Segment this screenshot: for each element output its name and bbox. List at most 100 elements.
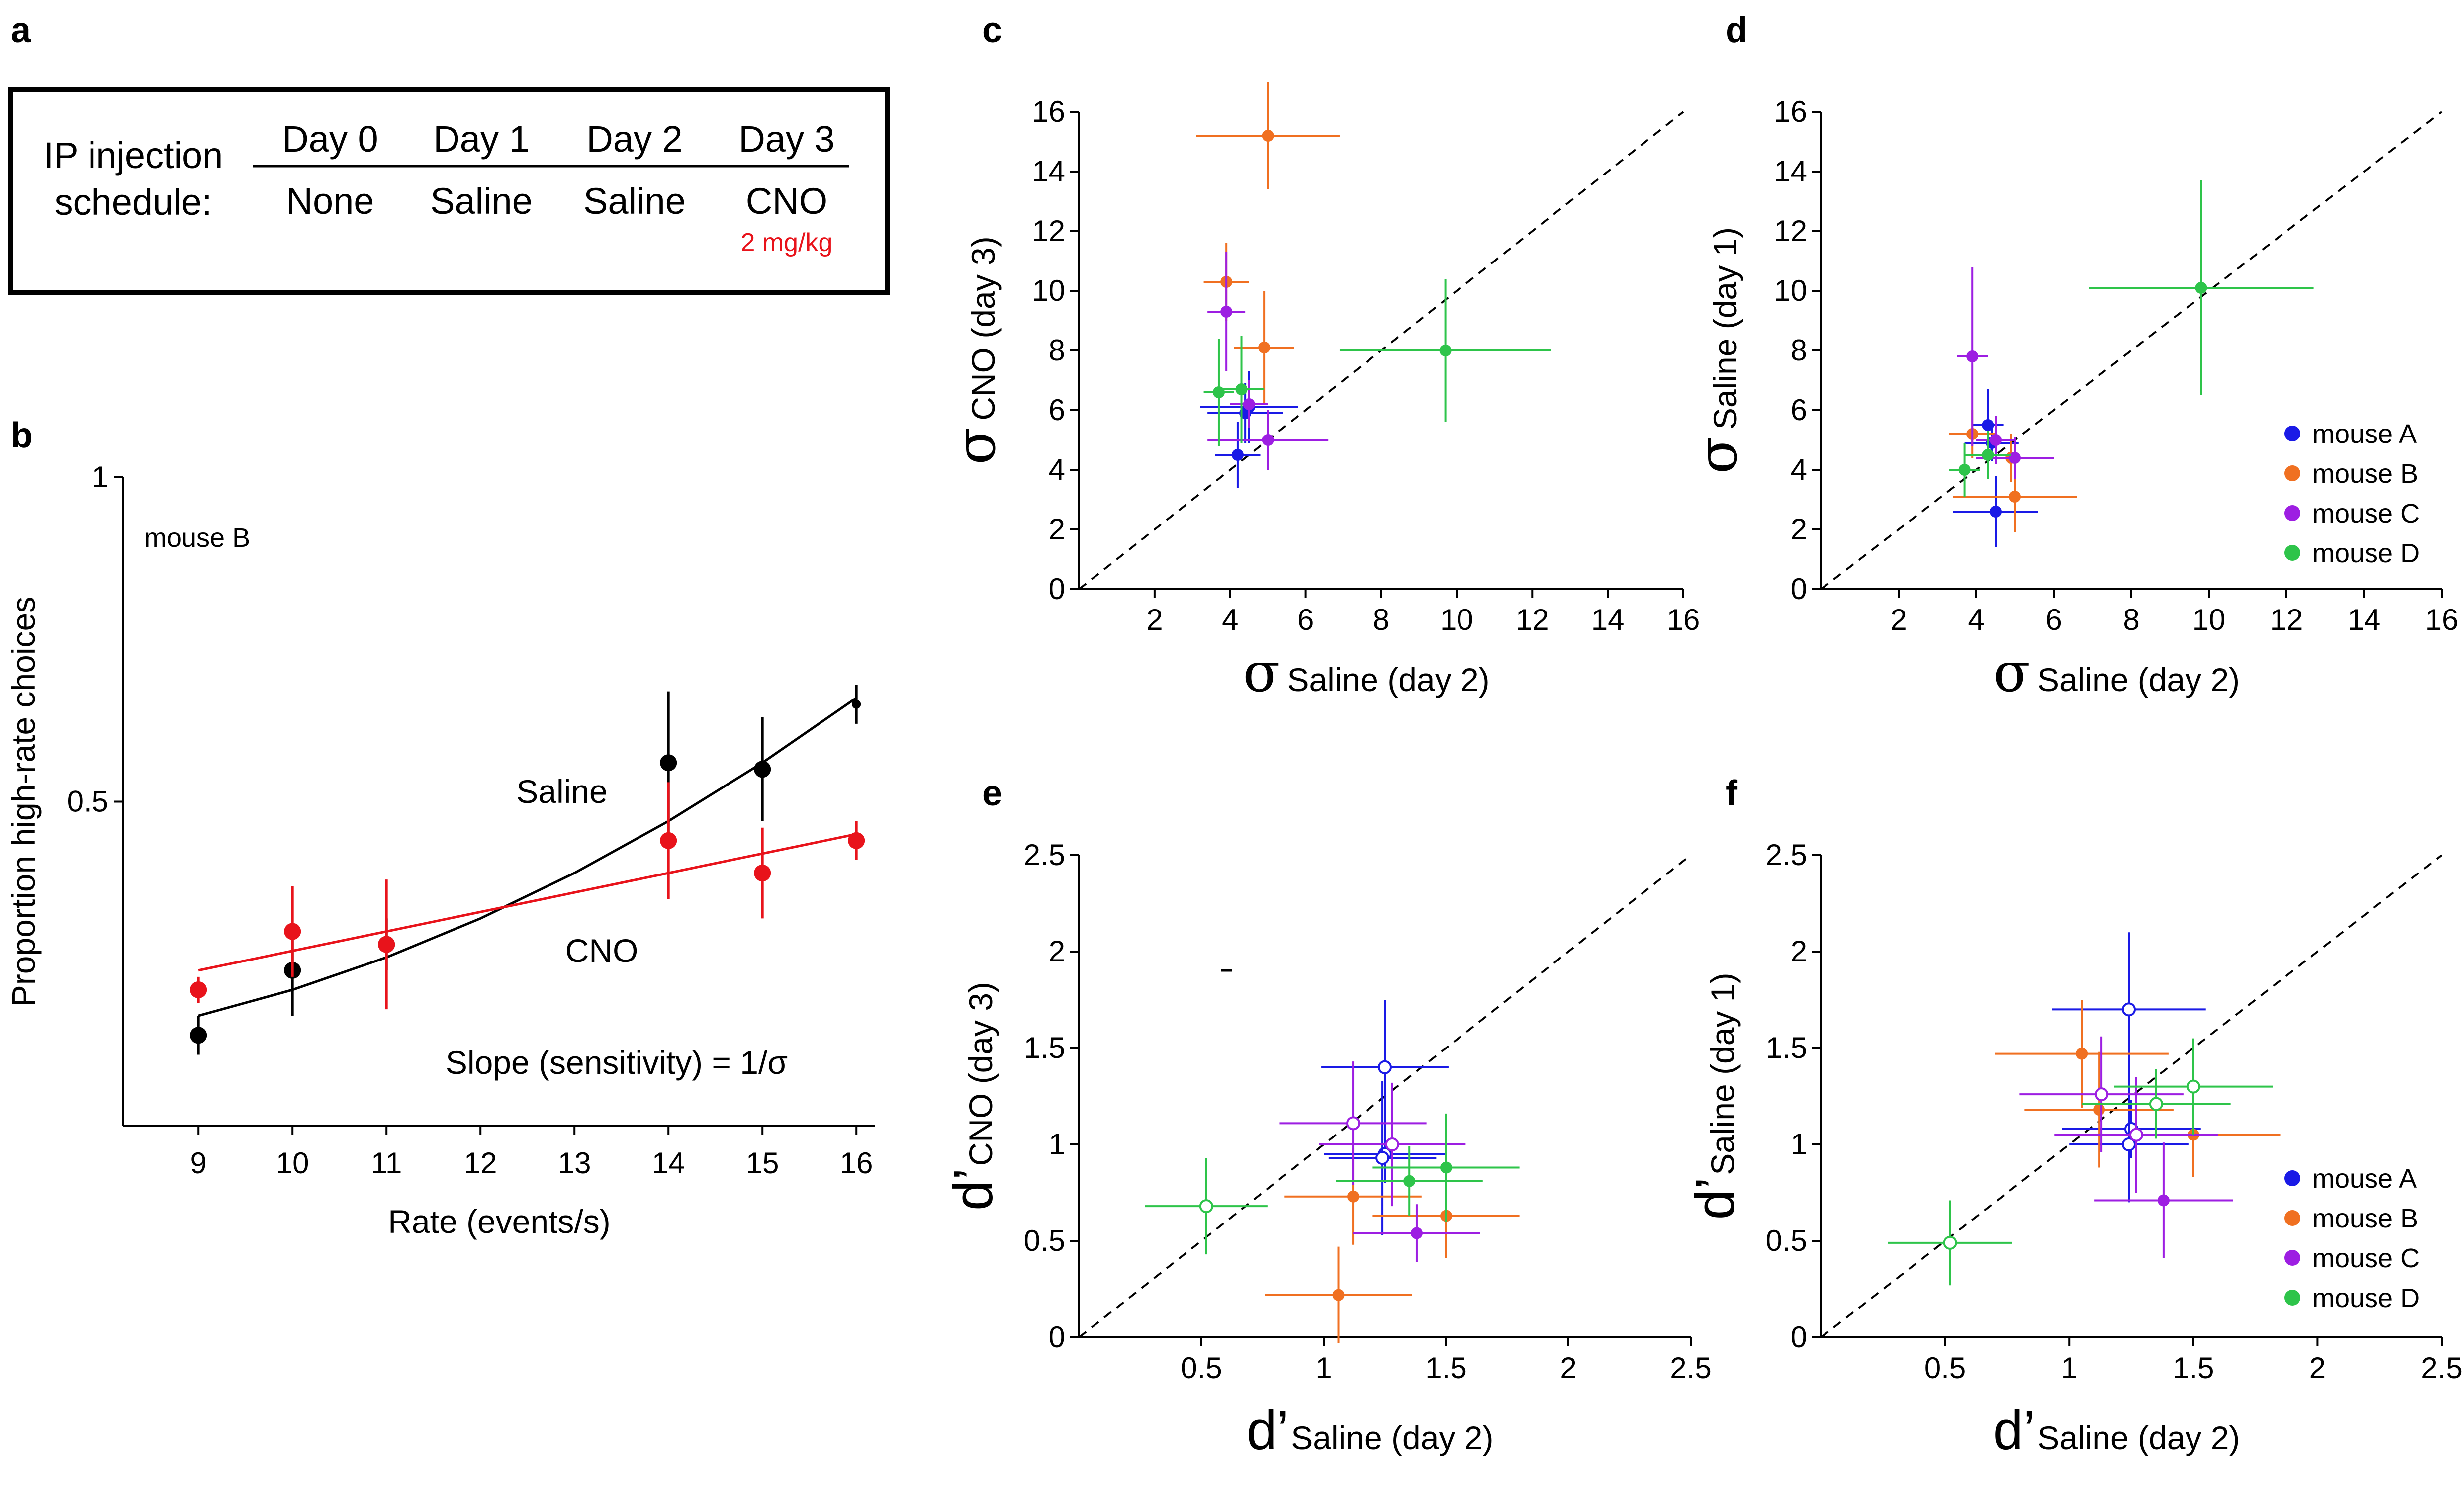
y-axis-title: σ Saline (day 1) — [1686, 227, 1749, 474]
cno-data-point — [848, 832, 865, 849]
cno-fit-line — [198, 833, 857, 972]
y-axis-title-symbol: σ — [944, 428, 1007, 465]
day1-treatment: Saline — [430, 180, 533, 222]
x-tick-label: 6 — [2045, 603, 2062, 636]
schedule-frame — [8, 87, 890, 295]
y-tick-label: 12 — [1774, 214, 1807, 248]
y-axis-title-symbol: σ — [1686, 437, 1749, 474]
x-axis-title: d’Saline (day 2) — [1247, 1400, 1494, 1461]
y-tick-label: 16 — [1032, 95, 1065, 128]
mouse-b-data-point — [1347, 1190, 1360, 1203]
mouse-a-data-point — [1990, 506, 2002, 518]
y-tick-label: 1.5 — [1024, 1031, 1065, 1064]
slope-annotation: Slope (sensitivity) = 1/σ — [446, 1044, 788, 1081]
y-tick-label: 0 — [1049, 1320, 1065, 1354]
x-tick-label: 2 — [1560, 1351, 1576, 1385]
legend-marker-mouse-d — [2284, 545, 2300, 561]
y-tick-label: 10 — [1774, 274, 1807, 307]
mouse-d-data-point — [1199, 1199, 1213, 1214]
panel-label-a: a — [11, 10, 31, 50]
mouse-a-data-point — [1378, 1060, 1392, 1074]
y-tick-label: 6 — [1049, 393, 1065, 427]
mouse-c-data-point — [2095, 1087, 2109, 1102]
legend-label-mouse-c: mouse C — [2312, 499, 2420, 528]
x-axis-title-text: Saline (day 2) — [2037, 1419, 2240, 1456]
panel-label-b: b — [11, 416, 33, 455]
legend-marker-mouse-b — [2284, 465, 2300, 481]
x-axis-title-symbol: d’ — [1247, 1400, 1289, 1461]
legend-label-mouse-c: mouse C — [2312, 1243, 2420, 1273]
x-axis-title: σ Saline (day 2) — [1243, 640, 1489, 704]
x-tick-label: 2 — [2309, 1351, 2326, 1385]
day0-treatment: None — [286, 180, 374, 222]
mouse-d-data-point — [2149, 1097, 2163, 1111]
mouse-b-data-point — [1332, 1289, 1345, 1301]
saline-data-point — [190, 1027, 207, 1044]
x-tick-label: 10 — [2192, 603, 2226, 636]
y-axis-title-text: CNO (day 3) — [962, 982, 999, 1166]
day2-treatment: Saline — [583, 180, 686, 222]
mouse-c-data-point — [2129, 1128, 2143, 1142]
mouse-d-data-point — [2195, 282, 2207, 294]
x-tick-label: 2.5 — [2421, 1351, 2462, 1385]
x-tick-label: 9 — [190, 1146, 207, 1180]
legend-label-mouse-b: mouse B — [2312, 1204, 2418, 1233]
y-tick-label: 2.5 — [1024, 838, 1065, 872]
y-tick-label: 1 — [1791, 1128, 1807, 1161]
cno-data-point — [284, 923, 301, 940]
mouse-c-data-point — [1410, 1227, 1423, 1239]
x-axis-title-symbol: σ — [1993, 640, 2030, 704]
x-tick-label: 0.5 — [1924, 1351, 1966, 1385]
mouse-b-data-point — [1258, 342, 1271, 353]
y-tick-label: 2 — [1791, 513, 1807, 546]
panel-label-f: f — [1726, 774, 1738, 813]
mouse-annotation: mouse B — [144, 523, 250, 553]
x-tick-label: 2.5 — [1670, 1351, 1711, 1385]
chart-e-dprime-cno: 0.5 1 1.5 2 2.500.511.522.5d’Saline (day 2)d… — [943, 838, 1712, 1461]
saline-data-point — [852, 699, 861, 709]
mouse-c-data-point — [1220, 306, 1233, 318]
day0-label: Day 0 — [282, 118, 378, 160]
cno-data-point — [378, 936, 395, 953]
x-tick-label: 16 — [840, 1146, 873, 1180]
x-tick-label: 12 — [2270, 603, 2303, 636]
y-tick-label: 0 — [1791, 572, 1807, 606]
y-axis-title-text: Saline (day 1) — [1707, 227, 1743, 430]
legend-label-mouse-a: mouse A — [2312, 1164, 2417, 1194]
x-tick-label: 0.5 — [1181, 1351, 1222, 1385]
saline-fit-line — [198, 697, 857, 1017]
x-tick-label: 1.5 — [2173, 1351, 2214, 1385]
panel-label-c: c — [982, 10, 1002, 50]
legend-marker-mouse-c — [2284, 505, 2300, 521]
legend-marker-mouse-d — [2284, 1290, 2300, 1306]
mouse-b-data-point — [2009, 491, 2021, 503]
y-tick-label: 0 — [1791, 1320, 1807, 1354]
cno-dose: 2 mg/kg — [741, 228, 833, 257]
y-tick-label: 2 — [1049, 935, 1065, 968]
y-tick-label: 14 — [1032, 155, 1065, 188]
mouse-b-data-point — [1262, 130, 1274, 142]
x-tick-label: 11 — [371, 1146, 402, 1180]
mouse-a-data-point — [1231, 449, 1244, 461]
mouse-d-data-point — [1958, 464, 1971, 476]
day1-label: Day 1 — [433, 118, 529, 160]
x-axis-title-symbol: d’ — [1993, 1400, 2036, 1461]
schedule-heading-line1: IP injection — [44, 135, 223, 176]
y-tick-label: 2 — [1791, 935, 1807, 968]
y-axis-title-symbol: d’ — [1685, 1177, 1746, 1220]
mouse-b-data-point — [2076, 1048, 2088, 1060]
y-tick-label: 0.5 — [1766, 1224, 1807, 1257]
y-tick-label: 14 — [1774, 155, 1807, 188]
y-axis-title-text: CNO (day 3) — [965, 236, 1002, 420]
x-tick-label: 4 — [1222, 603, 1238, 636]
legend-marker-mouse-b — [2284, 1210, 2300, 1226]
y-tick-label: 16 — [1774, 95, 1807, 128]
schedule-heading-line2: schedule: — [55, 181, 212, 223]
mouse-c-data-point — [1243, 398, 1255, 410]
mouse-c-data-point — [1966, 350, 1979, 362]
mouse-b-data-point — [2093, 1104, 2105, 1116]
cno-data-point — [754, 865, 771, 882]
x-axis-title: d’Saline (day 2) — [1993, 1400, 2240, 1461]
